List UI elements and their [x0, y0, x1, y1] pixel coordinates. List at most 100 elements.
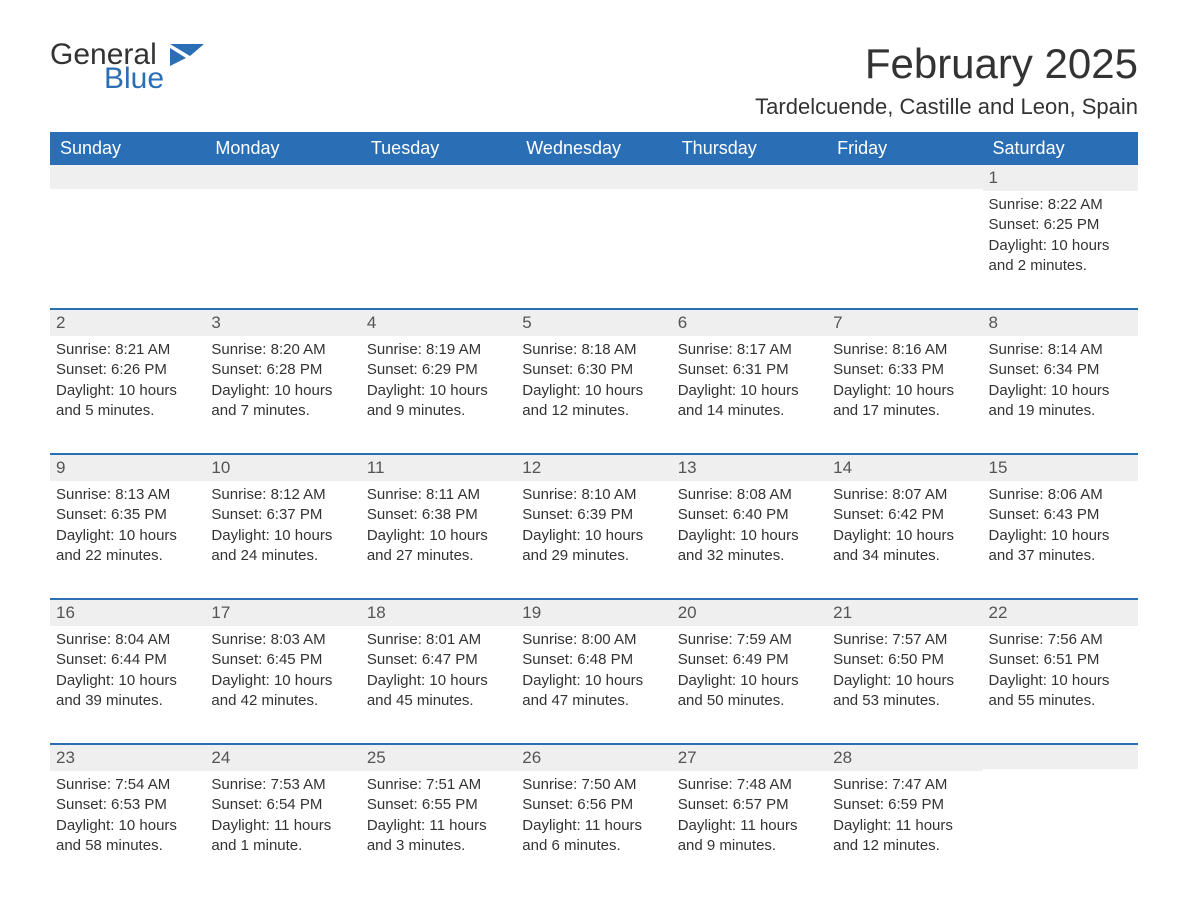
sunset-text: Sunset: 6:39 PM: [522, 505, 665, 525]
day-cell: [361, 165, 516, 280]
day-cell: 16Sunrise: 8:04 AMSunset: 6:44 PMDayligh…: [50, 600, 205, 715]
day-num-row: 27: [672, 745, 827, 771]
day-num-row: 22: [983, 600, 1138, 626]
day-content: Sunrise: 7:50 AMSunset: 6:56 PMDaylight:…: [516, 771, 671, 860]
day-number: 16: [56, 603, 75, 622]
sunrise-text: Sunrise: 8:13 AM: [56, 485, 199, 505]
day-cell: 22Sunrise: 7:56 AMSunset: 6:51 PMDayligh…: [983, 600, 1138, 715]
day-num-row: 20: [672, 600, 827, 626]
day-number: 1: [989, 168, 998, 187]
sunset-text: Sunset: 6:44 PM: [56, 650, 199, 670]
sunrise-text: Sunrise: 7:57 AM: [833, 630, 976, 650]
day-number: 28: [833, 748, 852, 767]
month-title: February 2025: [755, 40, 1138, 88]
day-num-row: 11: [361, 455, 516, 481]
week-row: 2Sunrise: 8:21 AMSunset: 6:26 PMDaylight…: [50, 308, 1138, 425]
day-number: 26: [522, 748, 541, 767]
day-cell: 12Sunrise: 8:10 AMSunset: 6:39 PMDayligh…: [516, 455, 671, 570]
sunset-text: Sunset: 6:38 PM: [367, 505, 510, 525]
sunset-text: Sunset: 6:35 PM: [56, 505, 199, 525]
day-cell: 15Sunrise: 8:06 AMSunset: 6:43 PMDayligh…: [983, 455, 1138, 570]
day-cell: 10 Sunrise: 8:12 AMSunset: 6:37 PMDayligh…: [205, 455, 360, 570]
sunrise-text: Sunrise: 7:53 AM: [211, 775, 354, 795]
day-number: 13: [678, 458, 697, 477]
day-content: Sunrise: 8:13 AMSunset: 6:35 PMDaylight:…: [50, 481, 205, 570]
day-num-row: 3: [205, 310, 360, 336]
day-content: Sunrise: 7:54 AMSunset: 6:53 PMDaylight:…: [50, 771, 205, 860]
day-number: 7: [833, 313, 842, 332]
day-header-friday: Friday: [827, 132, 982, 165]
day-content: Sunrise: 8:00 AMSunset: 6:48 PMDaylight:…: [516, 626, 671, 715]
daylight-text: Daylight: 10 hours and 24 minutes.: [211, 526, 354, 567]
day-cell: 20Sunrise: 7:59 AMSunset: 6:49 PMDayligh…: [672, 600, 827, 715]
day-content: Sunrise: 8:12 AMSunset: 6:37 PMDaylight:…: [205, 481, 360, 570]
daylight-text: Daylight: 11 hours and 9 minutes.: [678, 816, 821, 857]
day-cell: 14Sunrise: 8:07 AMSunset: 6:42 PMDayligh…: [827, 455, 982, 570]
logo-flag-icon: [170, 44, 204, 73]
sunset-text: Sunset: 6:34 PM: [989, 360, 1132, 380]
day-cell: [827, 165, 982, 280]
sunrise-text: Sunrise: 8:12 AM: [211, 485, 354, 505]
day-content: Sunrise: 8:01 AMSunset: 6:47 PMDaylight:…: [361, 626, 516, 715]
sunset-text: Sunset: 6:51 PM: [989, 650, 1132, 670]
day-num-row: 4: [361, 310, 516, 336]
sunset-text: Sunset: 6:40 PM: [678, 505, 821, 525]
sunset-text: Sunset: 6:59 PM: [833, 795, 976, 815]
day-number: 8: [989, 313, 998, 332]
daylight-text: Daylight: 10 hours and 45 minutes.: [367, 671, 510, 712]
day-cell: 18Sunrise: 8:01 AMSunset: 6:47 PMDayligh…: [361, 600, 516, 715]
day-cell: [50, 165, 205, 280]
sunrise-text: Sunrise: 8:08 AM: [678, 485, 821, 505]
week-row: 9Sunrise: 8:13 AMSunset: 6:35 PMDaylight…: [50, 453, 1138, 570]
day-content: Sunrise: 7:48 AMSunset: 6:57 PMDaylight:…: [672, 771, 827, 860]
sunset-text: Sunset: 6:45 PM: [211, 650, 354, 670]
sunrise-text: Sunrise: 8:03 AM: [211, 630, 354, 650]
day-cell: 2Sunrise: 8:21 AMSunset: 6:26 PMDaylight…: [50, 310, 205, 425]
sunset-text: Sunset: 6:55 PM: [367, 795, 510, 815]
sunset-text: Sunset: 6:47 PM: [367, 650, 510, 670]
day-content: Sunrise: 7:47 AMSunset: 6:59 PMDaylight:…: [827, 771, 982, 860]
daylight-text: Daylight: 10 hours and 27 minutes.: [367, 526, 510, 567]
day-num-row: 6: [672, 310, 827, 336]
sunset-text: Sunset: 6:43 PM: [989, 505, 1132, 525]
day-number: 3: [211, 313, 220, 332]
day-num-row: 16: [50, 600, 205, 626]
logo-text-blue: Blue: [104, 64, 164, 94]
day-num-row: 8: [983, 310, 1138, 336]
day-content: Sunrise: 7:57 AMSunset: 6:50 PMDaylight:…: [827, 626, 982, 715]
sunrise-text: Sunrise: 7:51 AM: [367, 775, 510, 795]
day-content: Sunrise: 8:17 AMSunset: 6:31 PMDaylight:…: [672, 336, 827, 425]
day-content: Sunrise: 8:08 AMSunset: 6:40 PMDaylight:…: [672, 481, 827, 570]
day-num-row: 5: [516, 310, 671, 336]
sunset-text: Sunset: 6:57 PM: [678, 795, 821, 815]
day-num-row: 7: [827, 310, 982, 336]
sunset-text: Sunset: 6:29 PM: [367, 360, 510, 380]
day-number: 10: [211, 458, 230, 477]
day-num-row: 17: [205, 600, 360, 626]
day-content: Sunrise: 8:16 AMSunset: 6:33 PMDaylight:…: [827, 336, 982, 425]
daylight-text: Daylight: 10 hours and 32 minutes.: [678, 526, 821, 567]
day-number: 25: [367, 748, 386, 767]
daylight-text: Daylight: 10 hours and 42 minutes.: [211, 671, 354, 712]
day-header-monday: Monday: [205, 132, 360, 165]
day-cell: 13 Sunrise: 8:08 AMSunset: 6:40 PMDayligh…: [672, 455, 827, 570]
title-block: February 2025 Tardelcuende, Castille and…: [755, 40, 1138, 120]
day-num-row: 26: [516, 745, 671, 771]
sunset-text: Sunset: 6:37 PM: [211, 505, 354, 525]
day-cell: [672, 165, 827, 280]
day-header-saturday: Saturday: [983, 132, 1138, 165]
daylight-text: Daylight: 10 hours and 12 minutes.: [522, 381, 665, 422]
sunrise-text: Sunrise: 8:07 AM: [833, 485, 976, 505]
daylight-text: Daylight: 10 hours and 9 minutes.: [367, 381, 510, 422]
daylight-text: Daylight: 10 hours and 50 minutes.: [678, 671, 821, 712]
day-cell: 25Sunrise: 7:51 AMSunset: 6:55 PMDayligh…: [361, 745, 516, 860]
day-header-tuesday: Tuesday: [361, 132, 516, 165]
day-num-row: 1: [983, 165, 1138, 191]
day-number: 22: [989, 603, 1008, 622]
sunrise-text: Sunrise: 8:20 AM: [211, 340, 354, 360]
sunrise-text: Sunrise: 8:21 AM: [56, 340, 199, 360]
sunrise-text: Sunrise: 7:50 AM: [522, 775, 665, 795]
day-header-sunday: Sunday: [50, 132, 205, 165]
sunset-text: Sunset: 6:56 PM: [522, 795, 665, 815]
day-num-row: 9: [50, 455, 205, 481]
